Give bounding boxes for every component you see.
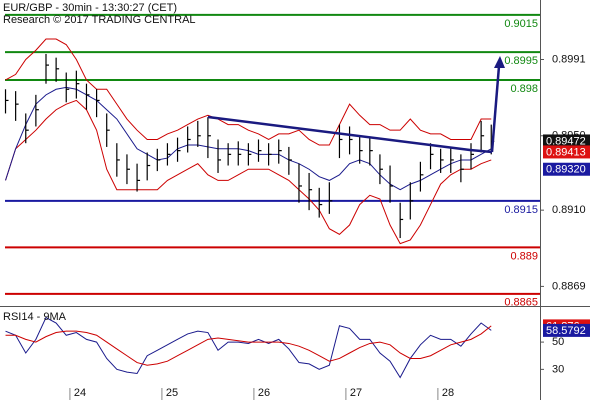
overlay-line <box>5 38 492 146</box>
rsi-line <box>5 325 492 366</box>
x-tick-label: 28 <box>442 387 454 399</box>
y-tick-label: 50 <box>552 336 564 348</box>
price-box-label: 58.5792 <box>546 325 586 337</box>
level-label: 0.8865 <box>504 297 538 309</box>
chart-subtitle: Research © 2017 TRADING CENTRAL <box>3 14 196 26</box>
x-tick-label: 24 <box>74 387 86 399</box>
price-box <box>543 323 590 337</box>
price-box <box>543 134 590 148</box>
price-box-label: 0.89320 <box>546 164 586 176</box>
plot-layer: 0.89910.89500.89100.88690.90150.89950.89… <box>4 13 590 400</box>
rsi-title: RSI14 - 9MA <box>3 311 67 323</box>
x-tick-label: 25 <box>166 387 178 399</box>
y-tick-label: 0.8910 <box>552 204 586 216</box>
y-tick-label: 30 <box>552 363 564 375</box>
price-box-label: 0.89472 <box>546 135 586 147</box>
level-label: 0.889 <box>510 250 538 262</box>
price-box <box>543 162 590 176</box>
price-box <box>543 145 590 159</box>
level-label: 0.9015 <box>504 18 538 30</box>
price-box-label: 0.89413 <box>546 146 586 158</box>
level-label: 0.8995 <box>504 55 538 67</box>
forecast-arrow <box>490 65 501 153</box>
level-label: 0.8915 <box>504 204 538 216</box>
x-tick-label: 27 <box>350 387 362 399</box>
level-label: 0.898 <box>510 83 538 95</box>
trend-line <box>207 115 493 154</box>
arrow-head <box>494 56 505 68</box>
y-tick-label: 0.8869 <box>552 280 586 292</box>
y-tick-label: 0.8991 <box>552 53 586 65</box>
chart-title: EUR/GBP - 30min - 13:30:27 (CET) <box>3 2 177 14</box>
x-tick-label: 26 <box>258 387 270 399</box>
